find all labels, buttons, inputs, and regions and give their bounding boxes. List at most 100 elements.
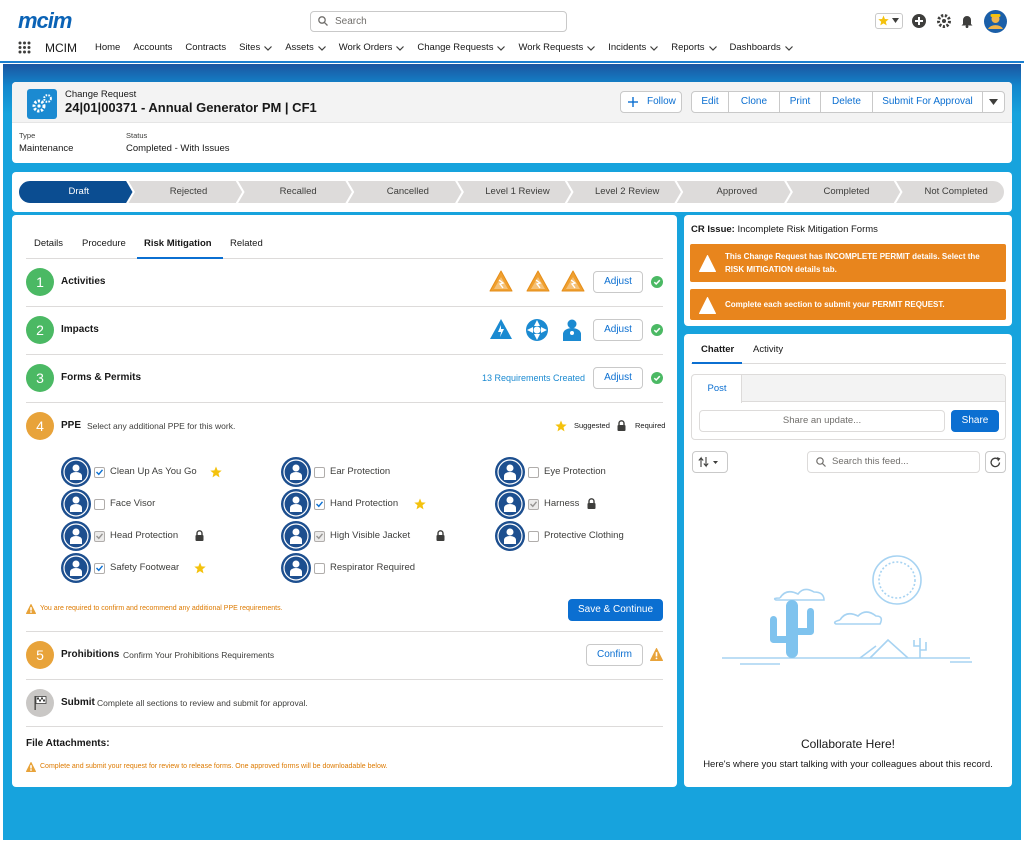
legend-suggested: Suggested	[574, 421, 610, 430]
shape	[570, 331, 574, 335]
app-launcher	[18, 41, 31, 54]
path-stage[interactable]: Level 2 Review	[594, 186, 660, 197]
ppe-checkbox[interactable]	[314, 466, 325, 478]
nav-item[interactable]: Sites	[239, 40, 273, 56]
ppe-checkbox[interactable]	[314, 498, 325, 510]
nav-chevron	[497, 45, 506, 51]
ppe-checkbox[interactable]	[528, 530, 539, 542]
favorites[interactable]	[875, 13, 903, 29]
refresh-button[interactable]	[985, 451, 1006, 473]
action-button[interactable]: Clone	[728, 91, 780, 113]
issue-alert-text: This Change Request has INCOMPLETE PERMI…	[725, 244, 995, 282]
tab[interactable]: Details	[34, 238, 64, 249]
step-button[interactable]: Confirm	[586, 644, 643, 666]
step-circle	[26, 641, 54, 669]
step-button[interactable]: Adjust	[593, 367, 643, 389]
nav-item[interactable]: Change Requests	[417, 40, 506, 56]
nav-item[interactable]: Contracts	[185, 40, 226, 56]
nav-item[interactable]: Work Orders	[339, 40, 405, 56]
shape	[821, 462, 826, 467]
nav-item[interactable]: Work Requests	[518, 40, 596, 56]
chatter-tab[interactable]: Chatter	[701, 344, 735, 355]
shape	[816, 457, 824, 465]
shape	[292, 496, 300, 504]
nav-item[interactable]: Reports	[671, 40, 717, 56]
add-icon	[912, 14, 926, 28]
search-icon	[318, 16, 328, 26]
ppe-checkbox[interactable]	[314, 562, 325, 574]
shape	[651, 324, 663, 336]
step-button[interactable]: Adjust	[593, 271, 643, 293]
action-button[interactable]: Print	[779, 91, 821, 113]
path-stage[interactable]: Draft	[68, 186, 90, 197]
nav-item[interactable]: Home	[95, 40, 120, 56]
action-button[interactable]: Submit For Approval	[872, 91, 983, 113]
tab[interactable]: Risk Mitigation	[144, 238, 212, 249]
ppe-checkbox[interactable]	[528, 466, 539, 478]
step-circle	[26, 412, 54, 440]
step-button[interactable]: Adjust	[593, 319, 643, 341]
path-stage[interactable]: Cancelled	[386, 186, 429, 197]
nav-chevron	[784, 45, 793, 51]
shape	[195, 535, 204, 541]
nav-label: Contracts	[185, 42, 227, 53]
nav-label: Work Orders	[338, 42, 393, 53]
shape	[209, 466, 222, 478]
ppe-checkbox[interactable]	[94, 498, 105, 510]
nav-item[interactable]: Accounts	[133, 40, 172, 56]
path-stage[interactable]: Completed	[823, 186, 870, 197]
shape	[942, 19, 946, 23]
shape	[63, 555, 89, 581]
ppe-icon	[281, 489, 311, 519]
shape	[892, 179, 1006, 205]
shape	[96, 533, 104, 540]
impact-icon	[526, 319, 548, 341]
share-input[interactable]	[699, 410, 945, 432]
publisher-post-tab	[692, 375, 742, 403]
shape	[18, 41, 22, 45]
app-name: MCIM	[45, 41, 77, 55]
follow-button[interactable]: Follow	[620, 91, 682, 113]
action-menu-arrow	[989, 99, 998, 105]
chatter-tab[interactable]: Activity	[753, 344, 784, 355]
shape	[96, 469, 104, 476]
shape	[414, 498, 426, 510]
ppe-checkbox[interactable]	[94, 562, 105, 574]
shape	[396, 45, 405, 51]
feed-search[interactable]	[807, 451, 980, 473]
tab[interactable]: Related	[230, 238, 263, 249]
shape	[283, 491, 309, 517]
shape	[23, 41, 26, 45]
record-title: 24|01|00371 - Annual Generator PM | CF1	[65, 100, 317, 115]
complete-check	[651, 372, 663, 384]
step-title: Forms & Permits	[61, 372, 142, 383]
search-box[interactable]	[310, 11, 567, 32]
path-stage[interactable]: Not Completed	[924, 186, 988, 197]
sort-button[interactable]	[692, 451, 728, 473]
shape	[773, 588, 825, 601]
step-link[interactable]: 13 Requirements Created	[482, 373, 586, 383]
save-button[interactable]: Save & Continue	[568, 599, 663, 621]
shape	[655, 652, 658, 657]
nav-label: Accounts	[133, 42, 173, 53]
shape	[290, 568, 302, 576]
step-title: PPE	[61, 420, 82, 431]
path-stage[interactable]: Rejected	[169, 186, 208, 197]
nav-item[interactable]: Assets	[285, 40, 326, 56]
path-stage[interactable]: Recalled	[279, 186, 317, 197]
nav-item[interactable]: Dashboards	[730, 40, 793, 56]
ppe-required	[587, 498, 596, 509]
shape	[72, 496, 80, 504]
nav-item[interactable]: Incidents	[608, 40, 659, 56]
favorite-menu	[892, 18, 899, 23]
path-stage[interactable]: Approved	[716, 186, 758, 197]
issue-title: Incomplete Risk Mitigation Forms	[737, 224, 878, 235]
ppe-checkbox[interactable]	[94, 466, 105, 478]
post-tab[interactable]: Post	[707, 383, 727, 394]
action-button[interactable]: Delete	[820, 91, 873, 113]
step-number: 5	[36, 647, 44, 663]
action-button[interactable]: Edit	[691, 91, 729, 113]
share-button[interactable]: Share	[951, 410, 999, 432]
path-stage[interactable]: Level 1 Review	[485, 186, 550, 197]
tab[interactable]: Procedure	[82, 238, 126, 249]
